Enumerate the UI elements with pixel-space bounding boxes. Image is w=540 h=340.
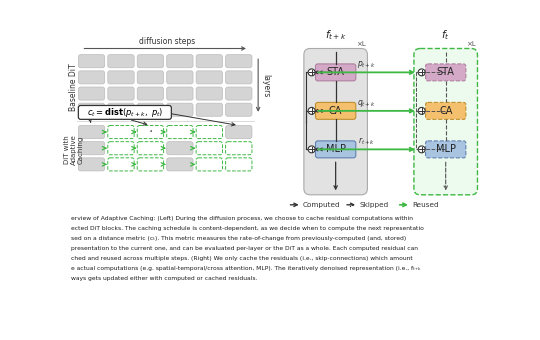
FancyBboxPatch shape	[167, 103, 193, 116]
FancyBboxPatch shape	[137, 142, 164, 155]
FancyBboxPatch shape	[78, 71, 105, 84]
FancyBboxPatch shape	[78, 142, 105, 155]
FancyBboxPatch shape	[137, 71, 164, 84]
Text: $c_t = \mathbf{dist}(p_{t+k},\ p_t)$: $c_t = \mathbf{dist}(p_{t+k},\ p_t)$	[86, 106, 163, 119]
FancyBboxPatch shape	[137, 55, 164, 68]
Text: DiT with
Adaptive
Caching: DiT with Adaptive Caching	[64, 134, 84, 165]
FancyBboxPatch shape	[108, 158, 134, 171]
Text: $f_{t+k}$: $f_{t+k}$	[325, 29, 347, 42]
FancyBboxPatch shape	[414, 49, 477, 195]
FancyBboxPatch shape	[108, 87, 134, 100]
FancyBboxPatch shape	[167, 55, 193, 68]
Text: Computed: Computed	[303, 202, 341, 208]
FancyBboxPatch shape	[226, 55, 252, 68]
Text: erview of Adaptive Caching: (Left) During the diffusion process, we choose to ca: erview of Adaptive Caching: (Left) Durin…	[71, 216, 413, 221]
Text: Skipped: Skipped	[360, 202, 389, 208]
Circle shape	[308, 69, 315, 76]
FancyBboxPatch shape	[315, 141, 356, 158]
FancyBboxPatch shape	[226, 87, 252, 100]
Text: ·: ·	[148, 125, 153, 139]
FancyBboxPatch shape	[78, 87, 105, 100]
Text: CA: CA	[329, 106, 342, 116]
FancyBboxPatch shape	[426, 141, 466, 158]
Text: sed on a distance metric (cₜ). This metric measures the rate-of-change from prev: sed on a distance metric (cₜ). This metr…	[71, 236, 406, 241]
Circle shape	[308, 107, 315, 114]
FancyBboxPatch shape	[137, 158, 164, 171]
Circle shape	[418, 146, 425, 153]
Text: STA: STA	[327, 67, 345, 78]
FancyBboxPatch shape	[108, 142, 134, 155]
FancyBboxPatch shape	[315, 64, 356, 81]
FancyBboxPatch shape	[167, 158, 193, 171]
FancyBboxPatch shape	[196, 142, 222, 155]
FancyBboxPatch shape	[226, 71, 252, 84]
FancyBboxPatch shape	[226, 158, 252, 171]
FancyBboxPatch shape	[78, 105, 171, 119]
FancyBboxPatch shape	[196, 158, 222, 171]
Text: ×L: ×L	[356, 41, 366, 47]
Text: Baseline DiT: Baseline DiT	[69, 63, 78, 111]
Text: STA: STA	[437, 67, 455, 78]
FancyBboxPatch shape	[137, 125, 164, 139]
FancyBboxPatch shape	[137, 87, 164, 100]
FancyBboxPatch shape	[196, 125, 222, 139]
FancyBboxPatch shape	[167, 125, 193, 139]
Text: $q_{t+k}$: $q_{t+k}$	[357, 98, 376, 108]
FancyBboxPatch shape	[108, 125, 134, 139]
Text: MLP: MLP	[436, 144, 456, 154]
FancyBboxPatch shape	[196, 55, 222, 68]
FancyBboxPatch shape	[78, 158, 105, 171]
Text: MLP: MLP	[326, 144, 346, 154]
Text: presentation to the current one, and can be evaluated per-layer or the DiT as a : presentation to the current one, and can…	[71, 246, 417, 251]
FancyBboxPatch shape	[78, 55, 105, 68]
Text: e actual computations (e.g. spatial-temporal/cross attention, MLP). The iterativ: e actual computations (e.g. spatial-temp…	[71, 267, 420, 271]
Text: diffusion steps: diffusion steps	[139, 37, 195, 46]
FancyBboxPatch shape	[78, 125, 105, 139]
FancyBboxPatch shape	[137, 103, 164, 116]
FancyBboxPatch shape	[226, 142, 252, 155]
FancyBboxPatch shape	[426, 64, 466, 81]
FancyBboxPatch shape	[108, 103, 134, 116]
Text: Reused: Reused	[413, 202, 439, 208]
Text: layers: layers	[261, 74, 271, 97]
FancyBboxPatch shape	[226, 125, 252, 139]
Text: CA: CA	[439, 106, 453, 116]
FancyBboxPatch shape	[167, 142, 193, 155]
Text: $r_{t+k}$: $r_{t+k}$	[358, 136, 375, 147]
FancyBboxPatch shape	[315, 102, 356, 119]
Text: ×L: ×L	[466, 41, 476, 47]
FancyBboxPatch shape	[167, 71, 193, 84]
FancyBboxPatch shape	[304, 49, 367, 195]
FancyBboxPatch shape	[108, 55, 134, 68]
FancyBboxPatch shape	[196, 103, 222, 116]
Circle shape	[418, 107, 425, 114]
Text: $f_t$: $f_t$	[441, 29, 450, 42]
FancyBboxPatch shape	[426, 102, 466, 119]
FancyBboxPatch shape	[78, 103, 105, 116]
Text: ected DiT blocks. The caching schedule is content-dependent, as we decide when t: ected DiT blocks. The caching schedule i…	[71, 226, 423, 231]
FancyBboxPatch shape	[196, 71, 222, 84]
FancyBboxPatch shape	[196, 87, 222, 100]
Circle shape	[418, 69, 425, 76]
FancyBboxPatch shape	[226, 103, 252, 116]
Circle shape	[308, 146, 315, 153]
FancyBboxPatch shape	[108, 71, 134, 84]
Text: $p_{t+k}$: $p_{t+k}$	[357, 59, 376, 70]
Text: ched and reused across multiple steps. (Right) We only cache the residuals (i.e.: ched and reused across multiple steps. (…	[71, 256, 413, 261]
Text: ways gets updated either with computed or cached residuals.: ways gets updated either with computed o…	[71, 276, 257, 282]
FancyBboxPatch shape	[167, 87, 193, 100]
